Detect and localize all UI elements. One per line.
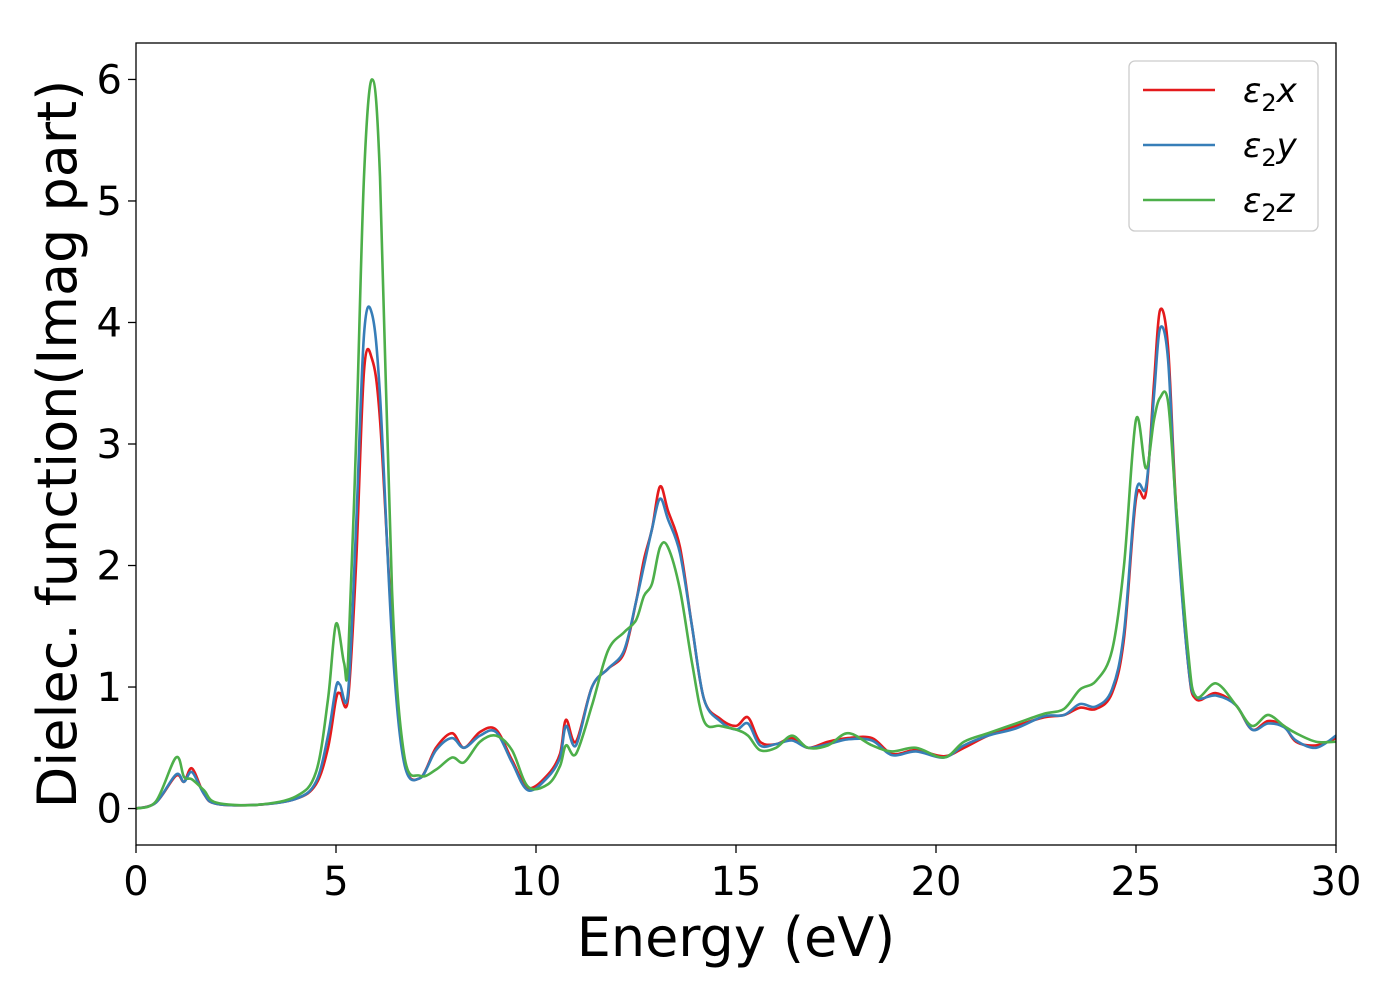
y-tick-label: 2 bbox=[97, 544, 122, 590]
series-line-eps2z bbox=[136, 78, 1336, 810]
y-tick-label: 5 bbox=[97, 179, 122, 225]
legend-item: ε2z bbox=[1143, 181, 1296, 227]
x-tick-label: 10 bbox=[511, 859, 562, 905]
y-tick-label: 0 bbox=[97, 787, 122, 833]
series-layer bbox=[136, 78, 1336, 810]
y-axis-label: Dielec. function(Imag part) bbox=[26, 80, 89, 809]
x-tick-label: 30 bbox=[1311, 859, 1362, 905]
x-axis-label: Energy (eV) bbox=[577, 906, 896, 969]
y-tick-label: 1 bbox=[97, 665, 122, 711]
legend-item: ε2y bbox=[1143, 126, 1298, 172]
legend: ε2x ε2y ε2z bbox=[1128, 60, 1319, 232]
legend-box bbox=[1128, 60, 1319, 232]
x-tick-label: 25 bbox=[1111, 859, 1162, 905]
y-axis-ticks: 0 1 2 3 4 5 6 bbox=[97, 57, 136, 833]
x-axis-ticks: 0 5 10 15 20 25 30 bbox=[123, 845, 1361, 905]
y-tick-label: 4 bbox=[97, 300, 122, 346]
y-tick-label: 3 bbox=[97, 422, 122, 468]
x-tick-label: 15 bbox=[711, 859, 762, 905]
legend-label: ε2x bbox=[1243, 71, 1298, 117]
legend-item: ε2x bbox=[1143, 71, 1298, 117]
x-tick-label: 20 bbox=[911, 859, 962, 905]
legend-label: ε2y bbox=[1243, 126, 1298, 172]
x-tick-label: 0 bbox=[123, 859, 148, 905]
series-line-eps2y bbox=[136, 305, 1336, 810]
x-tick-label: 5 bbox=[323, 859, 348, 905]
y-tick-label: 6 bbox=[97, 57, 122, 103]
legend-label: ε2z bbox=[1243, 181, 1296, 227]
